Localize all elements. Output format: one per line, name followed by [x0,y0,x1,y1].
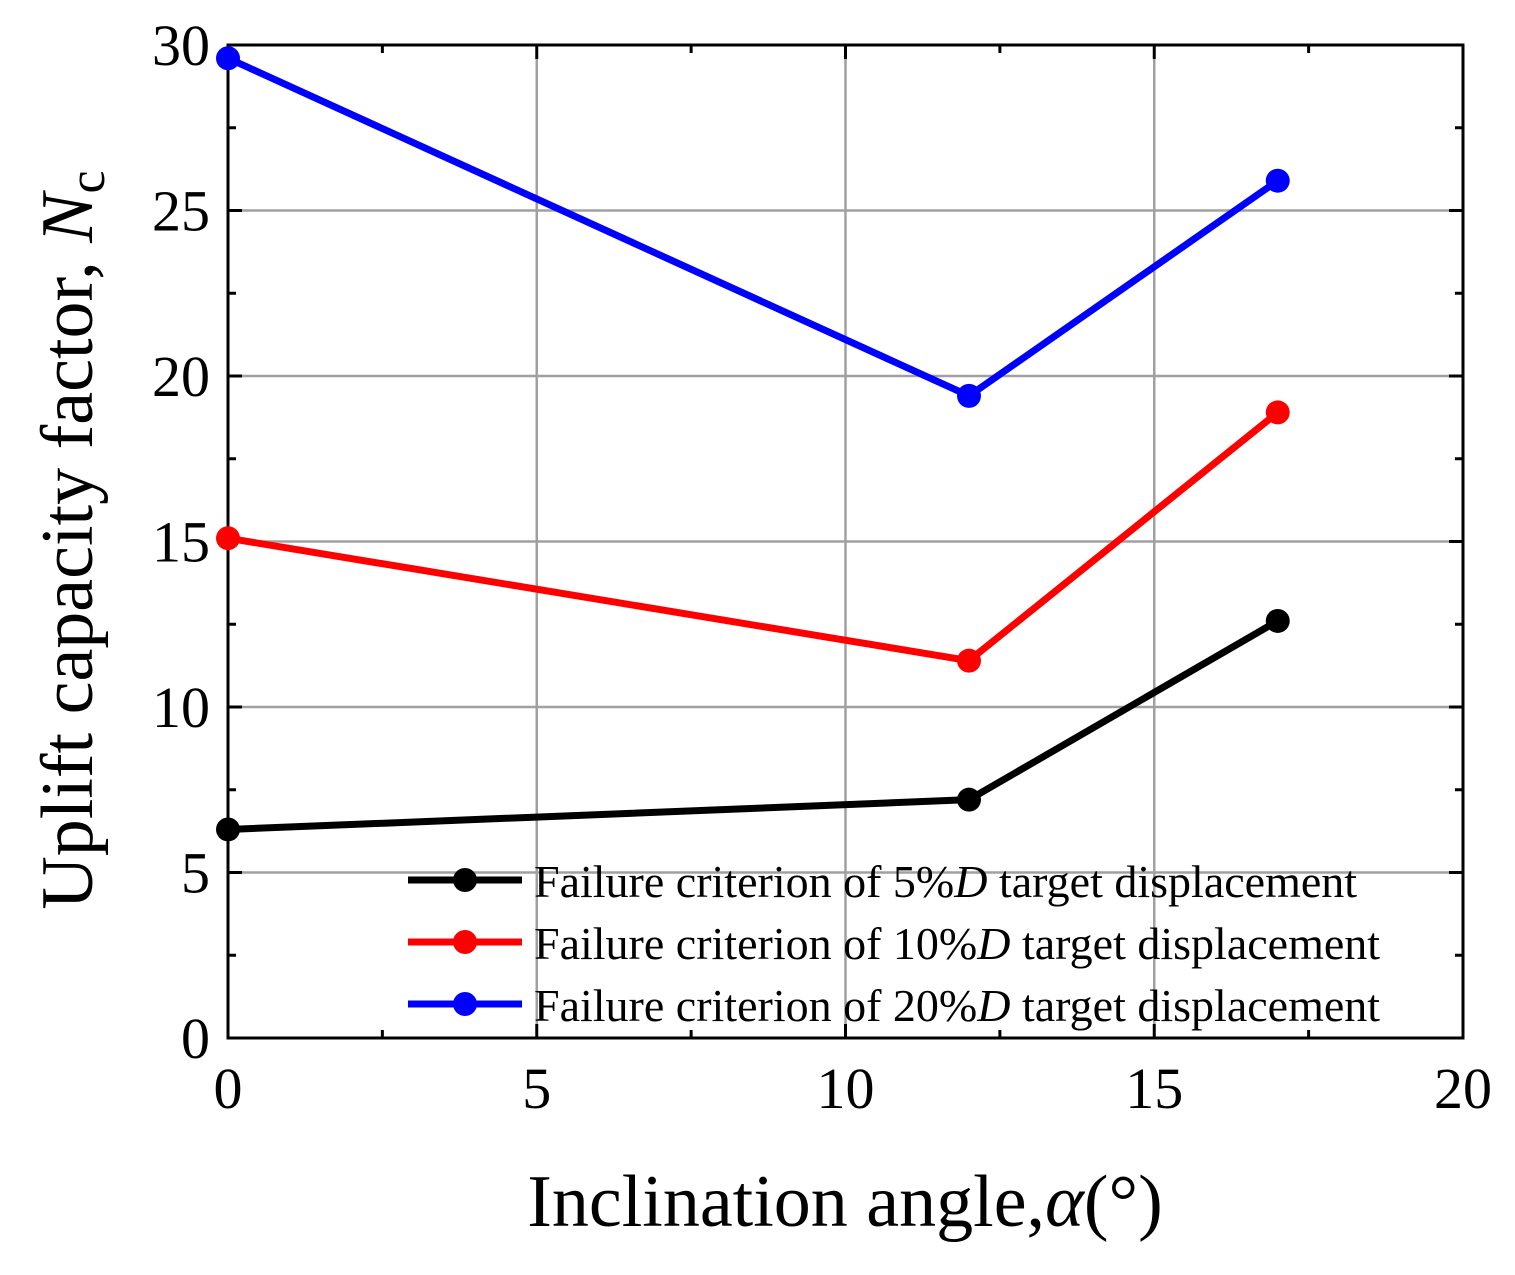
y-tick-label: 10 [152,675,210,740]
y-axis-label-symbol: N [27,190,109,244]
x-axis-label: Inclination angle,α(°) [527,1161,1163,1243]
series-1-point [1265,608,1290,633]
series-3-point [1265,168,1290,193]
y-tick-labels: 0 5 10 15 20 25 30 [152,13,210,1071]
legend-marker-2 [453,930,477,954]
y-tick-label: 30 [152,13,210,78]
x-axis-label-unit: (°) [1084,1161,1163,1243]
series-1-point [216,817,240,842]
series-2-point [957,648,981,673]
series-line-1 [227,617,1280,833]
y-tick-label: 0 [181,1006,210,1071]
x-tick-label: 10 [817,1056,875,1121]
series-1-point [957,787,981,812]
x-axis-label-text: Inclination angle, [527,1161,1045,1243]
x-tick-label: 20 [1434,1056,1492,1121]
series-line-3 [226,55,1280,400]
x-axis-label-symbol: α [1045,1161,1086,1243]
y-tick-label: 20 [152,344,210,409]
legend-marker-1 [453,868,477,892]
x-tick-label: 5 [522,1056,551,1121]
legend: Failure criterion of 5%D target displace… [408,856,1380,1031]
y-axis-label-text: Uplift capacity factor, [27,243,109,910]
legend-label-1: Failure criterion of 5%D target displace… [534,856,1357,907]
series-line-2 [227,409,1280,665]
y-axis-label-subscript: c [59,170,116,193]
x-tick-label: 15 [1125,1056,1183,1121]
legend-label-3: Failure criterion of 20%D target displac… [534,980,1380,1031]
series-group [216,46,1290,842]
legend-marker-3 [453,992,477,1016]
series-3-point [957,383,981,408]
x-tick-label: 0 [214,1056,243,1121]
series-3-point [216,46,240,71]
y-tick-label: 15 [152,510,210,575]
y-tick-label: 25 [152,179,210,244]
y-tick-label: 5 [181,841,210,906]
series-2-point [1265,400,1290,425]
series-2-point [216,526,240,551]
y-axis-label: Uplift capacity factor, Nc [27,170,116,909]
x-tick-labels: 0 5 10 15 20 [214,1056,1493,1121]
grid-lines [228,45,1463,1038]
legend-label-2: Failure criterion of 10%D target displac… [534,918,1380,969]
